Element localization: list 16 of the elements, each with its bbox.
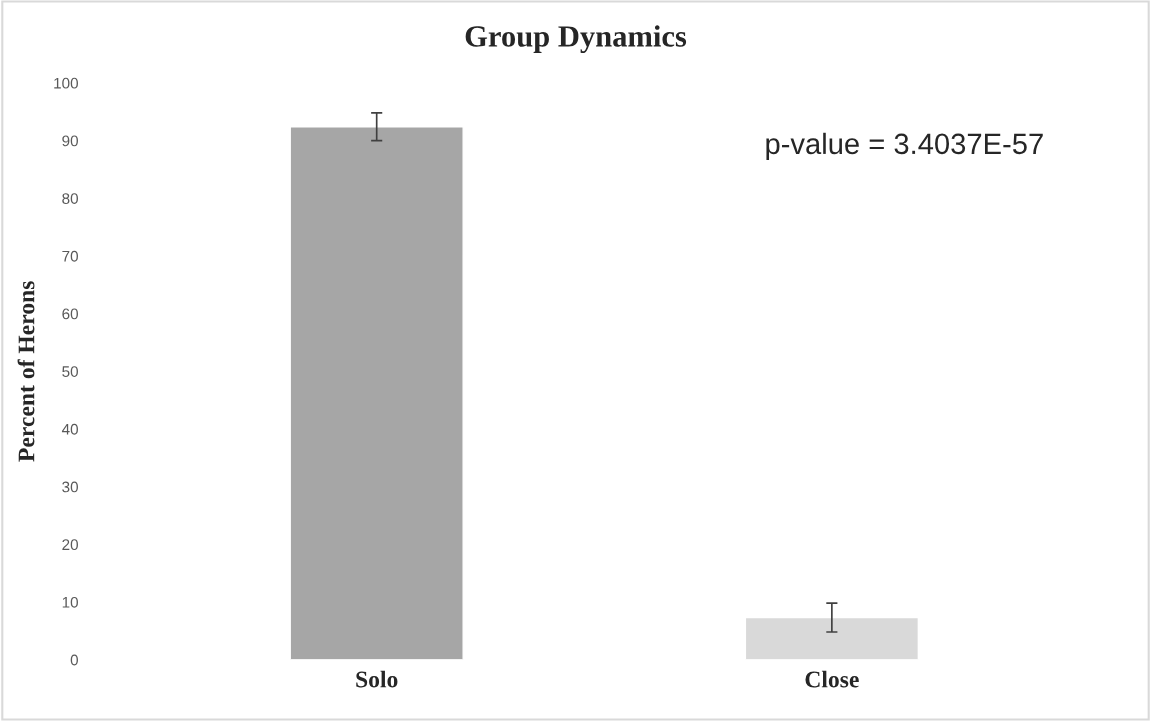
y-tick-label: 0 (70, 654, 78, 666)
x-tick-label: Solo (356, 670, 398, 688)
y-tick-label: 10 (62, 596, 78, 608)
y-tick-label: 70 (62, 250, 78, 262)
y-tick-label: 100 (54, 77, 78, 89)
y-tick-label: 50 (62, 366, 78, 377)
y-tick-label: 20 (62, 539, 78, 551)
y-axis-title: Percent of Herons (17, 281, 35, 462)
chart-title: Group Dynamics (465, 25, 687, 54)
y-tick-label: 90 (62, 135, 78, 147)
y-tick-label: 30 (62, 481, 78, 493)
y-tick-label: 40 (61, 423, 78, 435)
y-tick-label: 60 (62, 308, 78, 320)
annotation: p-value = 3.4037E-57 (766, 132, 1043, 160)
x-tick-label: Close (805, 670, 859, 688)
y-tick-label: 80 (62, 193, 78, 204)
